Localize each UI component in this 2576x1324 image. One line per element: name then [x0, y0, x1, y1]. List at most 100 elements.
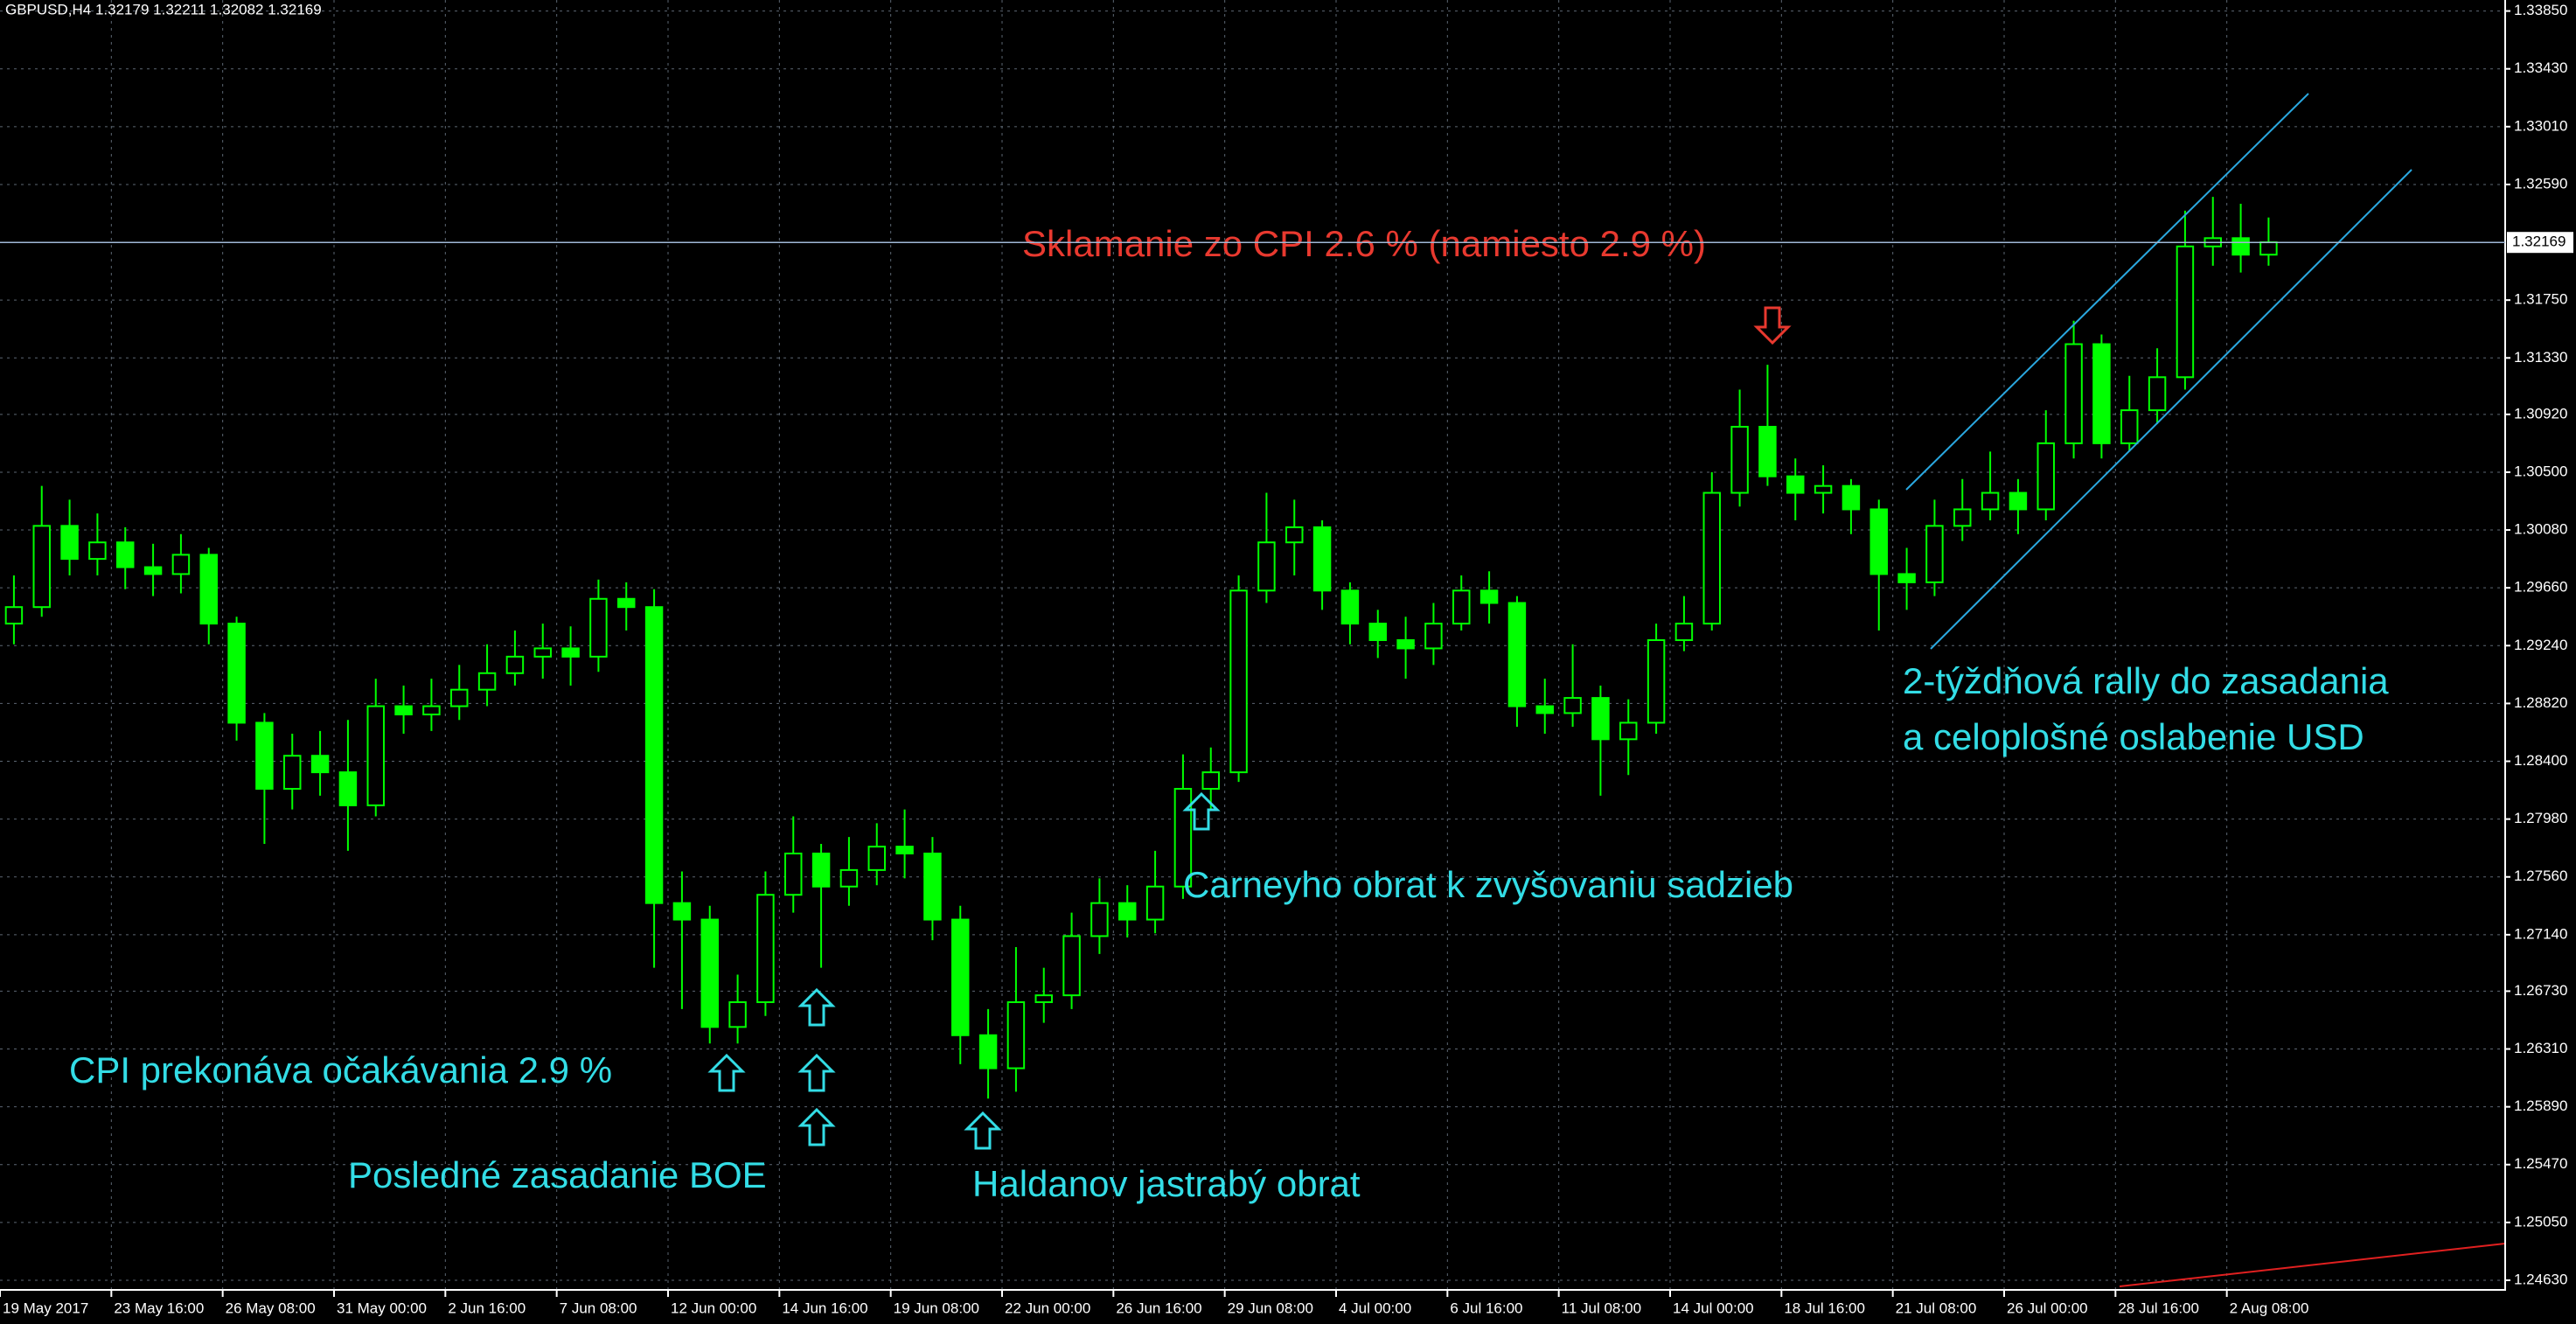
x-tick-label: 28 Jul 16:00	[2118, 1300, 2199, 1316]
up-arrow	[797, 1053, 836, 1092]
candle-body	[533, 647, 552, 658]
candle-body	[2148, 376, 2167, 412]
y-tick-label: 1.33850	[2514, 2, 2567, 18]
candle-body	[2036, 442, 2055, 511]
y-tick-label: 1.27560	[2514, 868, 2567, 884]
candle-body	[394, 705, 413, 715]
candle-body	[978, 1034, 998, 1070]
candle-body	[143, 566, 163, 575]
y-tick-label: 1.33010	[2514, 117, 2567, 134]
candle-body	[60, 525, 79, 561]
x-tick-label: 19 May 2017	[3, 1300, 88, 1316]
candle-body	[1674, 623, 1694, 641]
x-tick-label: 29 Jun 08:00	[1228, 1300, 1313, 1316]
grid	[0, 0, 2505, 1290]
annotation: Posledné zasadanie BOE	[348, 1154, 767, 1195]
candle-body	[199, 554, 218, 625]
channel-upper	[1905, 93, 2309, 491]
candle-body	[1145, 885, 1165, 921]
candles	[4, 197, 2278, 1099]
candle-body	[116, 541, 135, 568]
y-tick-label: 1.30500	[2514, 463, 2567, 479]
candle-body	[1702, 491, 1721, 625]
down-arrow	[1753, 306, 1792, 345]
x-tick-label: 26 Jun 16:00	[1116, 1300, 1201, 1316]
candle-body	[32, 525, 51, 609]
candle-body	[2092, 343, 2111, 444]
candle-body	[88, 541, 107, 561]
candle-body	[2064, 343, 2083, 444]
y-tick-label: 1.28820	[2514, 694, 2567, 711]
y-tick-label: 1.33430	[2514, 59, 2567, 76]
candle-body	[867, 846, 886, 871]
y-tick-label: 1.26730	[2514, 982, 2567, 999]
x-tick-label: 2 Aug 08:00	[2230, 1300, 2309, 1316]
candle-body	[1396, 638, 1415, 650]
candle-body	[839, 868, 859, 888]
candle-body	[1479, 589, 1499, 604]
x-tick-label: 19 Jun 08:00	[894, 1300, 979, 1316]
annotation: 2-týždňová rally do zasadania	[1903, 660, 2389, 701]
candle-body	[1340, 589, 1360, 625]
y-tick-label: 1.31330	[2514, 349, 2567, 366]
y-tick-label: 1.25470	[2514, 1155, 2567, 1172]
symbol-header: GBPUSD,H4 1.32179 1.32211 1.32082 1.3216…	[5, 1, 322, 17]
y-tick-label: 1.25890	[2514, 1098, 2567, 1114]
x-tick-label: 12 Jun 00:00	[671, 1300, 756, 1316]
candle-body	[422, 705, 441, 715]
x-tick-label: 18 Jul 16:00	[1784, 1300, 1865, 1316]
annotation: a celoplošné oslabenie USD	[1903, 716, 2364, 757]
candle-body	[644, 606, 664, 904]
candle-body	[1006, 1000, 1026, 1070]
candle-body	[1173, 788, 1193, 888]
candle-body	[951, 918, 970, 1036]
candle-body	[1647, 638, 1666, 724]
up-arrow	[797, 1107, 836, 1146]
candle-body	[895, 846, 914, 854]
trend-line	[2119, 1243, 2506, 1287]
candle-body	[1953, 508, 1972, 527]
candle-body	[310, 755, 330, 774]
candle-body	[617, 597, 636, 609]
current-price-box	[2507, 232, 2573, 254]
candle-body	[1285, 526, 1304, 544]
candle-body	[1814, 484, 1833, 494]
channel-lower	[1930, 169, 2412, 650]
candle-body	[1869, 508, 1888, 575]
candle-body	[366, 705, 385, 806]
x-tick-label: 14 Jun 16:00	[782, 1300, 867, 1316]
candle-body	[505, 655, 525, 674]
y-tick-label: 1.30080	[2514, 521, 2567, 538]
x-tick-label: 22 Jun 00:00	[1005, 1300, 1090, 1316]
candle-body	[756, 894, 775, 1003]
candle-body	[1201, 771, 1220, 791]
x-tick-label: 7 Jun 08:00	[560, 1300, 637, 1316]
candle-body	[1897, 573, 1916, 583]
candle-body	[1452, 589, 1471, 625]
candle-body	[1841, 484, 1861, 511]
candle-body	[2009, 491, 2028, 511]
candle-body	[2231, 237, 2250, 256]
candle-body	[1229, 589, 1248, 774]
candle-body	[1312, 526, 1332, 592]
candle-body	[171, 554, 191, 575]
annotation: Carneyho obrat k zvyšovaniu sadzieb	[1183, 864, 1793, 905]
candle-body	[1563, 697, 1582, 714]
y-tick-label: 1.32590	[2514, 175, 2567, 192]
up-arrow	[707, 1053, 746, 1092]
candle-body	[1034, 994, 1053, 1003]
current-price-label: 1.32169	[2512, 233, 2566, 250]
up-arrow	[797, 987, 836, 1027]
candle-body	[672, 902, 692, 921]
candle-body	[1062, 935, 1081, 997]
candle-body	[255, 721, 274, 791]
y-tick-label: 1.30920	[2514, 405, 2567, 422]
up-arrow	[964, 1111, 1002, 1150]
candle-body	[1507, 602, 1527, 707]
candle-body	[227, 623, 246, 724]
annotation: Sklamanie zo CPI 2.6 % (namiesto 2.9 %)	[1022, 223, 1706, 264]
candle-body	[338, 771, 358, 806]
candle-body	[561, 647, 580, 658]
